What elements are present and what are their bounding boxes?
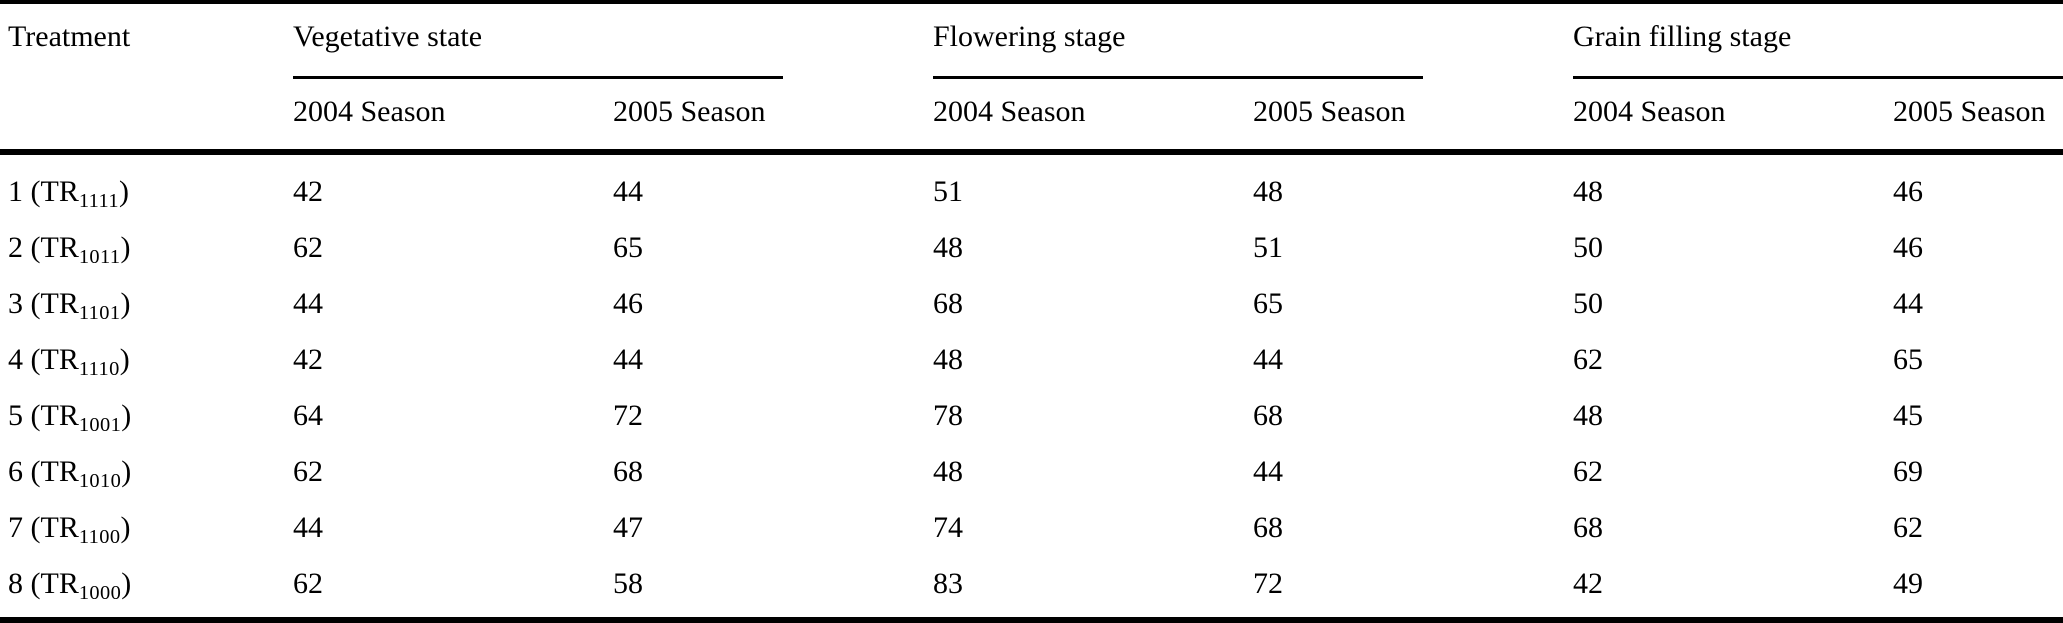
- treatment-subscript: 1011: [78, 245, 121, 268]
- value-cell: 48: [1253, 175, 1283, 208]
- group-header-grain-filling-label: Grain filling stage: [1573, 20, 2063, 79]
- treatment-subscript: 1010: [78, 469, 122, 492]
- value-cell: 49: [1893, 556, 2063, 623]
- value-cell: 68: [1253, 399, 1283, 432]
- value-cell: 48: [933, 231, 963, 264]
- value-cell: 68: [933, 287, 963, 320]
- flowering-2005-header: 2005 Season: [1253, 79, 1573, 155]
- value-cell: 51: [933, 175, 963, 208]
- table-row: 2 (TR1011) 62 65 48 51 50 46: [0, 220, 2063, 276]
- value-cell: 50: [1573, 287, 1603, 320]
- table-row: 7 (TR1100) 44 47 74 68 68 62: [0, 500, 2063, 556]
- table-row: 1 (TR1111) 42 44 51 48 48 46: [0, 152, 2063, 220]
- value-cell: 62: [293, 455, 323, 488]
- value-cell: 68: [613, 455, 643, 488]
- group-header-flowering: Flowering stage: [933, 2, 1573, 79]
- value-cell: 65: [1253, 287, 1283, 320]
- treatment-subscript: 1100: [78, 525, 121, 548]
- value-cell: 42: [1573, 556, 1893, 623]
- value-cell: 46: [1893, 231, 1923, 264]
- value-cell: 44: [1893, 287, 1923, 320]
- value-cell: 46: [1893, 175, 1923, 208]
- flowering-2004-header: 2004 Season: [933, 79, 1253, 155]
- value-cell: 62: [1573, 455, 1603, 488]
- value-cell: 48: [1573, 399, 1603, 432]
- value-cell: 48: [1573, 175, 1603, 208]
- value-cell: 74: [933, 511, 963, 544]
- group-header-vegetative-label: Vegetative state: [293, 20, 783, 79]
- treatment-cell: 6 (TR1010): [8, 455, 132, 492]
- value-cell: 44: [613, 175, 643, 208]
- value-cell: 83: [933, 556, 1253, 623]
- table-row: 6 (TR1010) 62 68 48 44 62 69: [0, 444, 2063, 500]
- group-header-row: Treatment Vegetative state Flowering sta…: [0, 2, 2063, 155]
- treatment-cell: 1 (TR1111): [8, 175, 129, 212]
- table-row: 4 (TR1110) 42 44 48 44 62 65: [0, 332, 2063, 388]
- grain-filling-2004-header: 2004 Season: [1573, 79, 1893, 155]
- vegetative-2005-header: 2005 Season: [613, 79, 933, 155]
- value-cell: 68: [1573, 511, 1603, 544]
- grain-filling-2005-header: 2005 Season: [1893, 79, 2063, 155]
- value-cell: 51: [1253, 231, 1283, 264]
- treatment-subscript: 1111: [78, 189, 119, 212]
- treatment-cell: 2 (TR1011): [8, 231, 131, 268]
- treatment-cell: 8 (TR1000): [0, 556, 293, 623]
- value-cell: 69: [1893, 455, 1923, 488]
- season-header-row: 2004 Season 2005 Season 2004 Season 2005…: [0, 79, 2063, 155]
- table-body: 1 (TR1111) 42 44 51 48 48 46 2 (TR1011) 62 65 48 51…: [0, 152, 2063, 623]
- treatment-subscript: 1101: [78, 301, 121, 324]
- treatment-cell: 7 (TR1100): [8, 511, 131, 548]
- treatment-column-header: Treatment: [0, 2, 293, 155]
- treatment-cell: 4 (TR1110): [8, 343, 130, 380]
- treatment-subscript: 1001: [78, 413, 122, 436]
- value-cell: 46: [613, 287, 643, 320]
- value-cell: 44: [293, 287, 323, 320]
- value-cell: 62: [1573, 343, 1603, 376]
- treatment-cell: 3 (TR1101): [8, 287, 131, 324]
- table-row: 3 (TR1101) 44 46 68 65 50 44: [0, 276, 2063, 332]
- value-cell: 48: [933, 343, 963, 376]
- table-row: 5 (TR1001) 64 72 78 68 48 45: [0, 388, 2063, 444]
- group-header-vegetative: Vegetative state: [293, 2, 933, 79]
- value-cell: 65: [1893, 343, 1923, 376]
- value-cell: 42: [293, 175, 323, 208]
- table-row: 8 (TR1000) 62 58 83 72 42 49: [0, 556, 2063, 623]
- value-cell: 44: [613, 343, 643, 376]
- value-cell: 50: [1573, 231, 1603, 264]
- value-cell: 78: [933, 399, 963, 432]
- value-cell: 72: [613, 399, 643, 432]
- value-cell: 44: [293, 511, 323, 544]
- table-header: Treatment Vegetative state Flowering sta…: [0, 2, 2063, 155]
- value-cell: 62: [293, 231, 323, 264]
- value-cell: 62: [293, 556, 613, 623]
- value-cell: 68: [1253, 511, 1283, 544]
- value-cell: 64: [293, 399, 323, 432]
- value-cell: 44: [1253, 343, 1283, 376]
- value-cell: 65: [613, 231, 643, 264]
- group-header-grain-filling: Grain filling stage: [1573, 2, 2063, 79]
- treatment-subscript: 1110: [78, 357, 120, 380]
- treatment-cell: 5 (TR1001): [8, 399, 132, 436]
- value-cell: 72: [1253, 556, 1573, 623]
- value-cell: 48: [933, 455, 963, 488]
- value-cell: 45: [1893, 399, 1923, 432]
- value-cell: 47: [613, 511, 643, 544]
- group-header-flowering-label: Flowering stage: [933, 20, 1423, 79]
- vegetative-2004-header: 2004 Season: [293, 79, 613, 155]
- value-cell: 44: [1253, 455, 1283, 488]
- value-cell: 62: [1893, 511, 1923, 544]
- value-cell: 58: [613, 556, 933, 623]
- value-cell: 42: [293, 343, 323, 376]
